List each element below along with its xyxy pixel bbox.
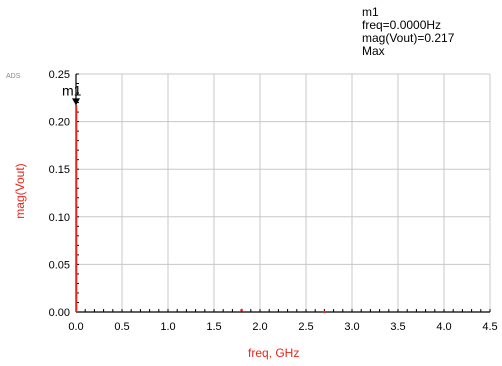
trace-point	[240, 308, 243, 312]
trace-point	[323, 310, 326, 314]
y-tick-label: 0.10	[49, 212, 70, 224]
marker-readout: m1 freq=0.0000Hz mag(Vout)=0.217 Max	[362, 6, 454, 58]
y-tick-label: 0.25	[49, 69, 70, 81]
x-tick-label: 4.5	[482, 321, 497, 333]
marker-plot-label: m1	[62, 82, 82, 98]
y-tick-label: 0.20	[49, 117, 70, 129]
x-tick-label: 2.0	[252, 321, 267, 333]
marker-mag: mag(Vout)=0.217	[362, 31, 455, 45]
x-tick-label: 3.0	[344, 321, 359, 333]
x-tick-label: 0.5	[114, 321, 129, 333]
x-tick-label: 3.5	[390, 321, 405, 333]
ads-logo: ADS	[6, 73, 21, 80]
marker-freq: freq=0.0000Hz	[362, 18, 442, 32]
x-tick-label: 0.0	[68, 321, 83, 333]
x-tick-label: 2.5	[298, 321, 313, 333]
marker-name: m1	[362, 5, 379, 19]
x-tick-label: 4.0	[436, 321, 451, 333]
y-tick-label: 0.05	[49, 259, 70, 271]
y-tick-label: 0.15	[49, 164, 70, 176]
x-axis-label: freq, GHz	[248, 346, 300, 360]
x-tick-label: 1.0	[160, 321, 175, 333]
x-tick-label: 1.5	[206, 321, 221, 333]
marker-triangle-icon[interactable]	[72, 98, 80, 106]
marker-mode: Max	[362, 44, 385, 58]
y-tick-label: 0.00	[49, 307, 70, 319]
y-axis-label: mag(Vout)	[13, 163, 27, 219]
